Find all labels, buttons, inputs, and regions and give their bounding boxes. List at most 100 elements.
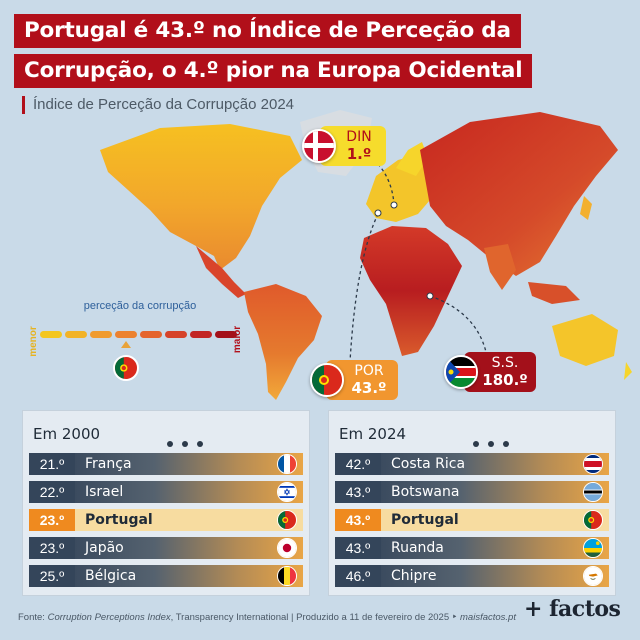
ranking-position: 43.º bbox=[335, 481, 381, 503]
australia-region bbox=[552, 314, 618, 366]
new-zealand-region bbox=[624, 362, 632, 380]
france-flag-icon bbox=[277, 454, 297, 474]
panel-title-2000: Em 2000 bbox=[33, 425, 101, 443]
ranking-position: 23.º bbox=[29, 509, 75, 531]
ranking-row: 43.º Portugal bbox=[335, 509, 609, 531]
india-region bbox=[484, 244, 516, 290]
ranking-country-name: Costa Rica bbox=[391, 456, 466, 472]
ranking-row: 23.º Portugal bbox=[29, 509, 303, 531]
ranking-row-bar bbox=[381, 453, 609, 475]
ranking-position: 43.º bbox=[335, 537, 381, 559]
portugal-flag-icon bbox=[310, 363, 344, 397]
more-dots-icon bbox=[473, 441, 509, 447]
legend-caption: perceção da corrupção bbox=[83, 300, 197, 312]
portugal-flag-icon bbox=[113, 355, 139, 381]
ranking-row-bar bbox=[381, 509, 609, 531]
portugal-flag-icon bbox=[583, 510, 603, 530]
ranking-row-bar bbox=[75, 509, 303, 531]
ranking-row: 21.º França bbox=[29, 453, 303, 475]
callout-denmark: DIN 1.º bbox=[302, 126, 386, 166]
japan-flag-icon bbox=[277, 538, 297, 558]
botswana-flag-icon bbox=[583, 482, 603, 502]
ranking-position: 43.º bbox=[335, 509, 381, 531]
callout-portugal-rank: 43.º bbox=[351, 379, 387, 397]
ranking-row: 25.º Bélgica bbox=[29, 565, 303, 587]
ranking-country-name: Ruanda bbox=[391, 540, 444, 556]
ranking-row-bar bbox=[381, 481, 609, 503]
ranking-position: 46.º bbox=[335, 565, 381, 587]
ranking-row: 43.º Ruanda bbox=[335, 537, 609, 559]
ranking-row: 22.º Israel bbox=[29, 481, 303, 503]
ranking-row-bar bbox=[381, 565, 609, 587]
page-subtitle: Índice de Perceção da Corrupção 2024 bbox=[22, 96, 294, 114]
ranking-position: 22.º bbox=[29, 481, 75, 503]
ranking-row-bar bbox=[75, 453, 303, 475]
legend-swatch bbox=[190, 331, 212, 338]
ranking-row-bar bbox=[381, 537, 609, 559]
footer-source-org: , Transparency International | Produzido… bbox=[170, 612, 461, 623]
ranking-position: 25.º bbox=[29, 565, 75, 587]
legend-swatch bbox=[140, 331, 162, 338]
legend-high-label: maior bbox=[232, 325, 244, 354]
ranking-country-name: Japão bbox=[85, 540, 124, 556]
callout-south-sudan-code: S.S. bbox=[491, 355, 519, 371]
footer-source-title: Corruption Perceptions Index bbox=[47, 612, 171, 623]
central-america-region bbox=[196, 246, 246, 298]
legend-swatch bbox=[115, 331, 137, 338]
ranking-country-name: Portugal bbox=[391, 512, 459, 528]
ranking-position: 21.º bbox=[29, 453, 75, 475]
callout-south-sudan: S.S. 180.º bbox=[444, 352, 536, 392]
callout-portugal: POR 43.º bbox=[310, 360, 398, 400]
ranking-country-name: Chipre bbox=[391, 568, 437, 584]
ranking-country-name: França bbox=[85, 456, 132, 472]
se-asia-region bbox=[528, 282, 580, 304]
ranking-row: 42.º Costa Rica bbox=[335, 453, 609, 475]
north-america-region bbox=[100, 124, 302, 270]
brand-logo: + factos bbox=[524, 596, 621, 622]
legend-swatch bbox=[215, 331, 237, 338]
ranking-country-name: Botswana bbox=[391, 484, 460, 500]
asia-region bbox=[420, 112, 618, 276]
cyprus-flag-icon bbox=[583, 566, 603, 586]
legend-portugal-marker bbox=[121, 341, 131, 348]
rwanda-flag-icon bbox=[583, 538, 603, 558]
portugal-flag-icon bbox=[277, 510, 297, 530]
belgium-flag-icon bbox=[277, 566, 297, 586]
ranking-row-bar bbox=[75, 537, 303, 559]
denmark-flag-icon bbox=[302, 129, 336, 163]
africa-region bbox=[360, 226, 462, 356]
south-sudan-flag-icon bbox=[444, 355, 478, 389]
footer-site-link[interactable]: maisfactos.pt bbox=[460, 612, 516, 623]
legend-swatch bbox=[165, 331, 187, 338]
ranking-country-name: Bélgica bbox=[85, 568, 137, 584]
footer-source: Fonte: Corruption Perceptions Index, Tra… bbox=[18, 612, 516, 623]
ranking-country-name: Portugal bbox=[85, 512, 153, 528]
ranking-panel-2024: Em 2024 42.º Costa Rica 43.º Botswana 43.º Po… bbox=[328, 410, 616, 596]
legend-low-label: menor bbox=[27, 326, 39, 357]
scandinavia-region bbox=[396, 142, 428, 176]
callout-portugal-code: POR bbox=[354, 363, 384, 379]
more-dots-icon bbox=[167, 441, 203, 447]
callout-denmark-code: DIN bbox=[346, 129, 372, 145]
israel-flag-icon bbox=[277, 482, 297, 502]
legend-swatch bbox=[65, 331, 87, 338]
legend-color-scale bbox=[40, 331, 237, 338]
ranking-country-name: Israel bbox=[85, 484, 124, 500]
ranking-row: 46.º Chipre bbox=[335, 565, 609, 587]
ranking-row: 43.º Botswana bbox=[335, 481, 609, 503]
legend-swatch bbox=[90, 331, 112, 338]
costa-rica-flag-icon bbox=[583, 454, 603, 474]
ranking-row-bar bbox=[75, 565, 303, 587]
panel-title-2024: Em 2024 bbox=[339, 425, 407, 443]
callout-south-sudan-rank: 180.º bbox=[482, 371, 528, 389]
legend-swatch bbox=[40, 331, 62, 338]
ranking-panel-2000: Em 2000 21.º França 22.º Israel 23.º Portugal… bbox=[22, 410, 310, 596]
footer-prefix: Fonte: bbox=[18, 612, 48, 623]
south-america-region bbox=[244, 284, 322, 400]
ranking-row: 23.º Japão bbox=[29, 537, 303, 559]
ranking-row-bar bbox=[75, 481, 303, 503]
japan-region bbox=[580, 196, 592, 220]
ranking-position: 42.º bbox=[335, 453, 381, 475]
page-title-line-2: Corrupção, o 4.º pior na Europa Ocidenta… bbox=[14, 54, 533, 88]
ranking-position: 23.º bbox=[29, 537, 75, 559]
